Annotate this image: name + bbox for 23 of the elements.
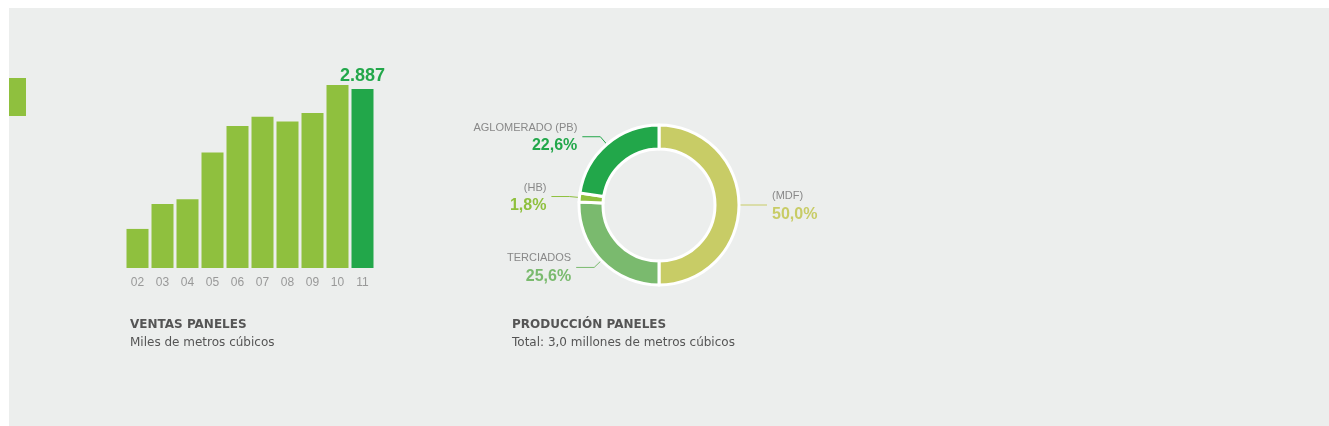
text: PRODUCCIÓN PANELES: [512, 316, 667, 331]
x-tick-label: 08: [280, 275, 295, 289]
x-tick-label: 06: [230, 275, 245, 289]
x-tick-label: 07: [255, 275, 270, 289]
text: Miles de metros cúbicos: [130, 335, 275, 349]
x-tick-label: 10: [330, 275, 345, 289]
x-tick-label: 04: [180, 275, 195, 289]
slice-label: AGLOMERADO (PB): [473, 120, 578, 133]
data-label: 25,6%: [525, 266, 572, 284]
data-label: 22,6%: [531, 136, 578, 154]
x-tick-label: 11: [356, 275, 370, 289]
data-label: 1,8%: [509, 196, 547, 214]
x-tick-label: 09: [305, 275, 320, 289]
slice-label: TERCIADOS: [506, 251, 572, 264]
x-tick-label: 03: [155, 275, 170, 289]
x-tick-label: 02: [130, 275, 145, 289]
text: Total: 3,0 millones de metros cúbicos: [511, 335, 735, 349]
data-label: 2.887: [339, 64, 386, 85]
slice-label: (HB): [523, 180, 547, 193]
slice-label: (MDF): [772, 189, 804, 201]
x-tick-label: 05: [205, 275, 220, 289]
data-label: 50,0%: [772, 204, 818, 222]
text: VENTAS PANELES: [130, 317, 247, 331]
